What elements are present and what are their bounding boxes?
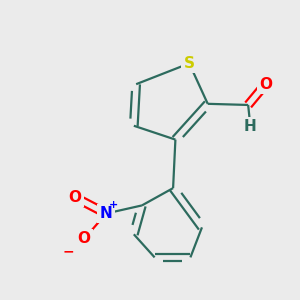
Text: −: − xyxy=(63,244,74,258)
Text: N: N xyxy=(100,206,112,221)
Text: +: + xyxy=(109,200,119,210)
Text: O: O xyxy=(78,231,91,246)
Text: H: H xyxy=(244,119,257,134)
Text: O: O xyxy=(259,77,272,92)
Text: O: O xyxy=(68,190,81,205)
Text: S: S xyxy=(184,56,195,71)
